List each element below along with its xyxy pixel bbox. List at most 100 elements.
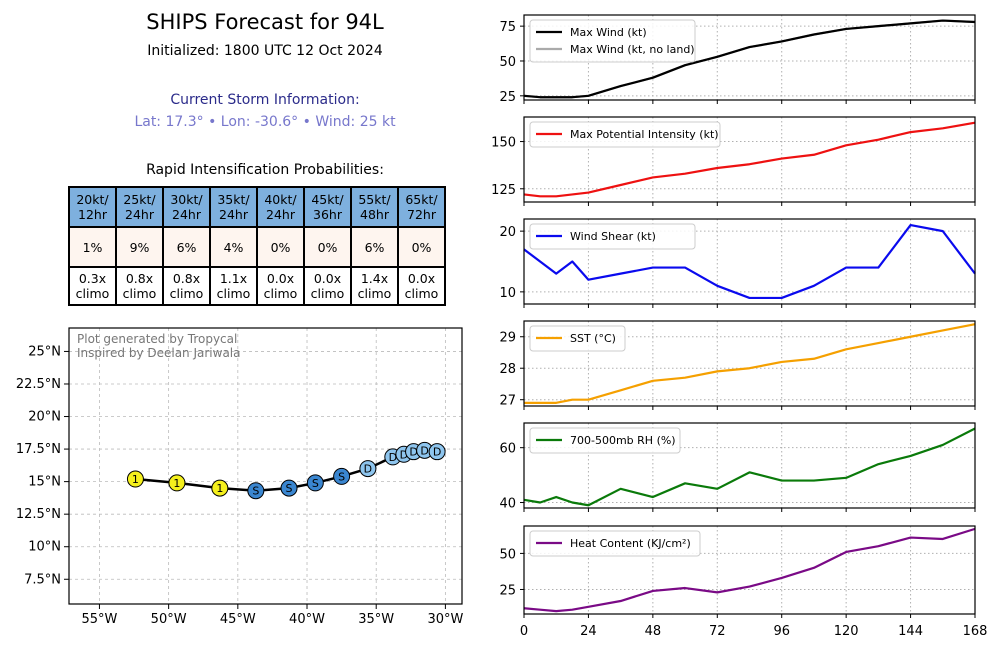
chart-frame	[523, 422, 976, 509]
chart-y-tick-label: 28	[499, 362, 516, 377]
map-background	[69, 328, 462, 604]
track-point-category: D	[364, 463, 372, 476]
chart-frame	[523, 14, 976, 101]
track-point-category: 1	[216, 482, 223, 495]
track-point-category: D	[420, 444, 428, 457]
ri-probability-cell: 1%	[68, 226, 117, 268]
ri-climo-ratio: 0.3x	[78, 271, 107, 286]
ri-climo-word: climo	[169, 286, 204, 301]
chart-x-tick-label: 96	[773, 624, 790, 639]
track-point-category: 1	[132, 473, 139, 486]
ri-threshold-cell: 30kt/24hr	[162, 186, 211, 228]
track-point: 1	[211, 479, 229, 497]
map-frame	[68, 327, 463, 605]
ri-climo-cell: 0.0x climo	[397, 266, 446, 306]
ri-threshold-wind: 30kt/	[170, 192, 203, 207]
ri-threshold-cell: 40kt/24hr	[256, 186, 305, 228]
ri-threshold-cell: 20kt/12hr	[68, 186, 117, 228]
ri-threshold-time: 24hr	[172, 207, 201, 222]
legend-label: SST (°C)	[570, 332, 616, 345]
storm-info-line: Lat: 17.3° • Lon: -30.6° • Wind: 25 kt	[134, 114, 396, 130]
ri-threshold-time: 12hr	[78, 207, 107, 222]
map-lon-tick-label: 55°W	[81, 612, 117, 627]
map-lon-tick-label: 40°W	[289, 612, 325, 627]
map-credit-inspired: Inspired by Deelan Jariwala	[77, 346, 241, 360]
track-point-marker	[359, 460, 377, 478]
track-point: D	[416, 441, 434, 459]
track-point: S	[247, 482, 265, 500]
chart-y-tick-label: 40	[499, 497, 516, 512]
chart-series-line	[523, 19, 976, 99]
map-lat-tick-label: 17.5°N	[16, 442, 61, 457]
chart-legend: SST (°C)	[529, 325, 626, 352]
track-point-marker	[126, 470, 144, 488]
chart-panel: 125 150 Max Potential Intensity (kt)	[491, 116, 976, 206]
legend-label: Wind Shear (kt)	[570, 230, 656, 243]
track-point-marker	[306, 474, 324, 492]
chart-x-tick-label: 72	[709, 624, 726, 639]
ri-threshold-wind: 25kt/	[123, 192, 156, 207]
map-lat-tick-label: 7.5°N	[24, 572, 61, 587]
ri-table: 20kt/12hr 25kt/24hr 30kt/24hr 35kt/24hr …	[68, 186, 446, 306]
chart-x-tick-label: 168	[963, 624, 988, 639]
ri-climo-ratio: 0.0x	[313, 271, 342, 286]
page-title: SHIPS Forecast for 94L	[146, 10, 384, 34]
ri-climo-ratio: 1.1x	[219, 271, 248, 286]
map-lat-tick-label: 10°N	[28, 540, 61, 555]
ri-threshold-wind: 35kt/	[217, 192, 250, 207]
ri-climo-cell: 0.3x climo	[68, 266, 117, 306]
track-point-category: S	[252, 485, 259, 498]
map-credit-generated: Plot generated by Tropycal	[77, 332, 237, 346]
track-point-category: D	[400, 448, 408, 461]
track-point-marker	[333, 467, 351, 485]
map-lon-tick-label: 50°W	[151, 612, 187, 627]
chart-x-tick-label: 48	[645, 624, 662, 639]
ri-threshold-cell: 25kt/24hr	[115, 186, 164, 228]
ri-threshold-wind: 45kt/	[311, 192, 344, 207]
track-point: S	[333, 467, 351, 485]
map-lat-tick-label: 12.5°N	[16, 507, 61, 522]
track-point-marker	[211, 479, 229, 497]
ri-threshold-row: 20kt/12hr 25kt/24hr 30kt/24hr 35kt/24hr …	[68, 186, 446, 228]
track-point-marker	[428, 443, 446, 461]
chart-y-tick-label: 25	[499, 583, 516, 598]
track-point: S	[306, 474, 324, 492]
chart-legend: Wind Shear (kt)	[529, 223, 696, 250]
ri-climo-cell: 1.1x climo	[209, 266, 258, 306]
track-point-marker	[168, 474, 186, 492]
track-point-category: S	[338, 470, 345, 483]
chart-frame	[523, 116, 976, 203]
chart-legend: Max Potential Intensity (kt)	[529, 121, 721, 148]
map-lon-tick-label: 35°W	[358, 612, 394, 627]
chart-y-tick-label: 125	[491, 183, 516, 198]
ri-threshold-time: 36hr	[313, 207, 342, 222]
ri-climo-ratio: 0.0x	[266, 271, 295, 286]
ri-climo-cell: 1.4x climo	[350, 266, 399, 306]
chart-x-tick-label: 144	[898, 624, 923, 639]
chart-frame	[523, 218, 976, 305]
ri-probability-cell: 6%	[162, 226, 211, 268]
ri-climo-word: climo	[310, 286, 345, 301]
chart-y-tick-label: 50	[499, 55, 516, 70]
chart-panel: 25 50 Heat Content (KJ/cm²) 0 24 48 72 96 120 144…	[499, 525, 988, 639]
chart-frame	[523, 525, 976, 615]
legend-label: Max Potential Intensity (kt)	[570, 128, 719, 141]
legend-label: Heat Content (KJ/cm²)	[570, 537, 691, 550]
ri-climo-word: climo	[404, 286, 439, 301]
chart-x-tick-label: 24	[580, 624, 597, 639]
storm-info-heading: Current Storm Information:	[170, 92, 360, 108]
legend-box	[529, 19, 696, 63]
ri-threshold-cell: 45kt/36hr	[303, 186, 352, 228]
track-point-category: 1	[173, 477, 180, 490]
chart-y-tick-label: 25	[499, 90, 516, 105]
chart-frame	[523, 320, 976, 407]
ri-threshold-cell: 65kt/72hr	[397, 186, 446, 228]
ri-climo-cell: 0.0x climo	[303, 266, 352, 306]
ri-threshold-wind: 65kt/	[405, 192, 438, 207]
track-point-category: S	[286, 482, 293, 495]
ri-threshold-wind: 40kt/	[264, 192, 297, 207]
ri-threshold-time: 24hr	[125, 207, 154, 222]
chart-x-tick-label: 0	[520, 624, 528, 639]
legend-box	[529, 121, 721, 148]
